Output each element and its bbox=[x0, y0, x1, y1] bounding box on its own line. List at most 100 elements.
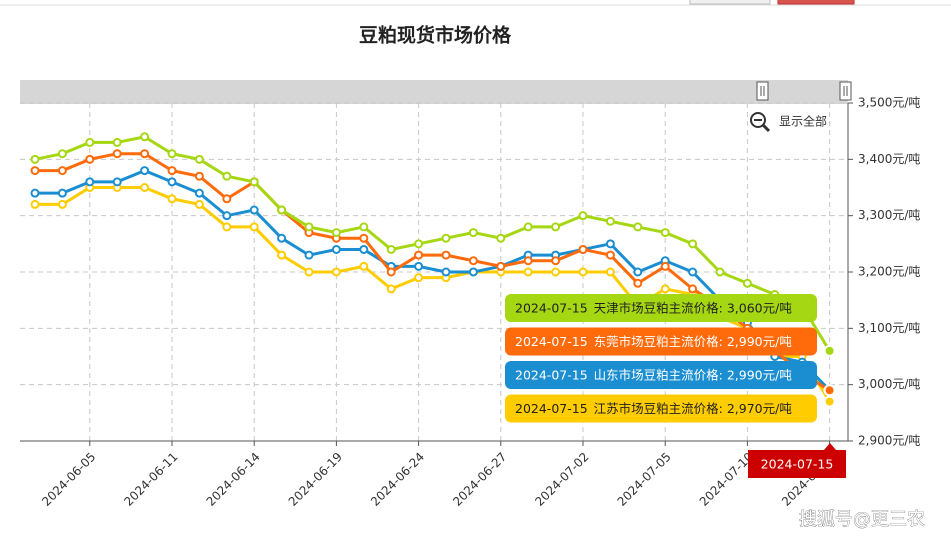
data-point bbox=[386, 244, 396, 254]
tooltip-item: 江苏市场豆粕主流价格: 2,970元/吨 bbox=[594, 401, 793, 416]
data-point bbox=[414, 250, 424, 260]
tooltip-box bbox=[505, 361, 817, 389]
data-point bbox=[277, 205, 287, 215]
tooltip-box bbox=[505, 394, 817, 423]
tooltip-text: 2024-07-15 天津市场豆粕主流价格: 3,060元/吨 bbox=[515, 300, 792, 315]
y-tick-label: 3,300元/吨 bbox=[858, 208, 920, 222]
data-point bbox=[167, 149, 177, 159]
data-point bbox=[140, 183, 150, 192]
data-point bbox=[194, 199, 204, 209]
data-point bbox=[414, 261, 424, 271]
tooltip-date: 2024-07-15 bbox=[515, 300, 588, 315]
data-point bbox=[140, 149, 150, 159]
data-point bbox=[578, 244, 588, 254]
tooltip-box bbox=[505, 294, 817, 322]
data-point bbox=[112, 137, 122, 147]
data-point bbox=[523, 267, 533, 277]
data-point bbox=[222, 194, 232, 204]
data-point bbox=[222, 222, 232, 232]
tooltip-item: 东莞市场豆粕主流价格: 2,990元/吨 bbox=[594, 334, 793, 349]
data-point bbox=[496, 233, 506, 243]
data-point bbox=[386, 284, 396, 294]
data-point bbox=[688, 267, 698, 277]
data-point bbox=[277, 250, 287, 260]
data-point bbox=[605, 250, 615, 260]
data-point bbox=[633, 278, 643, 288]
crosshair-label: 2024-07-15 bbox=[761, 457, 834, 472]
data-point bbox=[194, 171, 204, 181]
data-point bbox=[468, 267, 478, 277]
zoom-icon bbox=[761, 123, 771, 133]
data-point bbox=[57, 166, 67, 176]
tooltip-date: 2024-07-15 bbox=[515, 334, 588, 349]
data-point bbox=[468, 256, 478, 266]
crosshair-pointer bbox=[824, 443, 836, 450]
data-point bbox=[112, 177, 122, 187]
tooltip-item: 山东市场豆粕主流价格: 2,990元/吨 bbox=[594, 367, 793, 382]
data-point bbox=[30, 166, 40, 176]
data-point bbox=[304, 267, 314, 277]
data-point bbox=[823, 384, 836, 397]
data-point bbox=[523, 256, 533, 266]
zoom-icon bbox=[750, 112, 766, 128]
data-point bbox=[277, 233, 287, 243]
data-point bbox=[414, 239, 424, 249]
toolbar-button[interactable] bbox=[689, 0, 771, 5]
data-point bbox=[194, 188, 204, 198]
data-point bbox=[112, 149, 122, 159]
series-line bbox=[35, 152, 831, 392]
data-point bbox=[194, 154, 204, 164]
data-point bbox=[823, 344, 836, 357]
y-tick-label: 3,000元/吨 bbox=[858, 377, 920, 391]
data-point bbox=[57, 149, 67, 159]
data-point bbox=[359, 261, 369, 271]
data-point bbox=[605, 267, 615, 277]
data-point bbox=[30, 154, 40, 164]
tooltip-text: 2024-07-15 江苏市场豆粕主流价格: 2,970元/吨 bbox=[515, 401, 792, 416]
data-point bbox=[551, 267, 561, 277]
data-point bbox=[551, 222, 561, 232]
toolbar-button[interactable] bbox=[777, 0, 855, 5]
data-point bbox=[441, 250, 451, 260]
data-point bbox=[222, 171, 232, 181]
zoom-slider[interactable] bbox=[20, 80, 848, 104]
data-point bbox=[496, 261, 506, 271]
slider-handle[interactable] bbox=[756, 81, 769, 101]
data-point bbox=[167, 166, 177, 176]
data-point bbox=[441, 233, 451, 243]
data-point bbox=[304, 222, 314, 232]
data-point bbox=[660, 228, 670, 238]
data-point bbox=[605, 216, 615, 226]
data-point bbox=[633, 222, 643, 232]
tooltip-text: 2024-07-15 东莞市场豆粕主流价格: 2,990元/吨 bbox=[515, 334, 792, 349]
data-point bbox=[359, 244, 369, 254]
data-point bbox=[222, 211, 232, 221]
y-tick-label: 3,400元/吨 bbox=[858, 152, 920, 166]
slider-handle[interactable] bbox=[839, 81, 852, 101]
watermark: 搜狐号@更三农 bbox=[799, 509, 925, 530]
data-point bbox=[85, 177, 95, 187]
data-point bbox=[249, 222, 259, 232]
data-point bbox=[688, 284, 698, 294]
data-point bbox=[85, 154, 95, 164]
data-point bbox=[578, 211, 588, 221]
data-point bbox=[578, 267, 588, 277]
data-point bbox=[304, 250, 314, 260]
y-tick-label: 3,100元/吨 bbox=[858, 321, 920, 335]
zoom-button[interactable]: 显示全部 bbox=[750, 112, 827, 133]
data-point bbox=[386, 267, 396, 277]
data-point bbox=[605, 239, 615, 249]
data-point bbox=[359, 233, 369, 243]
data-point bbox=[742, 278, 752, 288]
data-point bbox=[660, 284, 670, 294]
crosshair-label-box bbox=[748, 450, 846, 478]
tooltip-item: 天津市场豆粕主流价格: 3,060元/吨 bbox=[594, 300, 793, 315]
zoom-label[interactable]: 显示全部 bbox=[779, 114, 827, 129]
data-point bbox=[523, 222, 533, 232]
chart-title: 豆粕现货市场价格 bbox=[359, 24, 512, 47]
data-point bbox=[441, 267, 451, 277]
tooltip: 2024-07-15 天津市场豆粕主流价格: 3,060元/吨2024-07-15… bbox=[505, 294, 846, 478]
series-line bbox=[35, 168, 831, 392]
tooltip-text: 2024-07-15 山东市场豆粕主流价格: 2,990元/吨 bbox=[515, 367, 792, 382]
